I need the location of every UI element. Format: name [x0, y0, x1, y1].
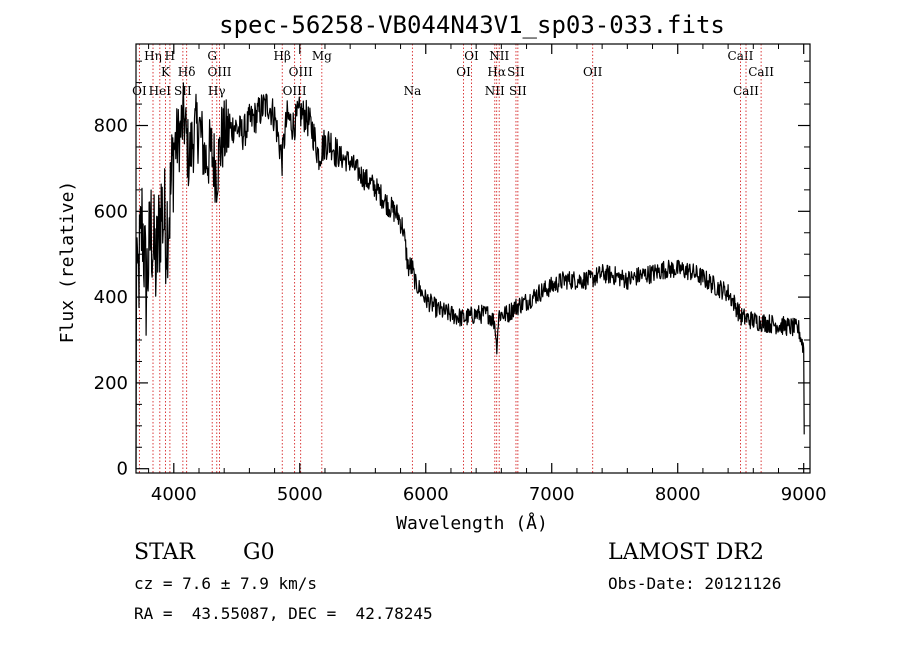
object-class: STAR	[134, 540, 195, 565]
spectrum-line	[135, 82, 805, 469]
line-marker-label: CaII	[733, 84, 759, 98]
line-marker-label: OIII	[283, 84, 307, 98]
line-marker-label: Na	[404, 84, 422, 98]
line-marker-label: SII	[509, 84, 527, 98]
y-axis-label: Flux (relative)	[57, 181, 78, 344]
line-marker-label: HeI	[149, 84, 172, 98]
obs-date-text: Obs-Date: 20121126	[608, 574, 782, 593]
redshift-text: cz = 7.6 ± 7.9 km/s	[134, 574, 318, 593]
line-marker-label: Hβ	[274, 49, 291, 63]
line-marker-label: Hδ	[178, 65, 196, 79]
line-marker-label: CaII	[748, 65, 774, 79]
line-marker-label: NII	[485, 84, 505, 98]
line-marker-label: Hγ	[208, 84, 226, 98]
line-marker-label: H	[165, 49, 175, 63]
y-tick-label: 0	[117, 459, 128, 480]
y-tick-label: 600	[94, 201, 128, 222]
x-tick-label: 8000	[655, 484, 701, 505]
line-marker-label: OIII	[207, 65, 231, 79]
line-marker-label: Hη	[144, 49, 162, 63]
x-tick-label: 6000	[403, 484, 449, 505]
x-tick-label: 5000	[277, 484, 323, 505]
object-subclass: G0	[243, 540, 275, 565]
y-tick-label: 400	[94, 287, 128, 308]
plot-frame	[135, 43, 811, 474]
line-marker-label: CaII	[728, 49, 754, 63]
line-marker-label: K	[161, 65, 171, 79]
coordinates-text: RA = 43.55087, DEC = 42.78245	[134, 604, 433, 623]
line-markers: OI Hη HeI KH SII Hδ G OIII Hγ Hβ OIII OIII Mg Na OI OI N…	[132, 44, 774, 473]
y-axis: 0 200 400 600 800	[94, 60, 810, 480]
survey-name: LAMOST DR2	[608, 540, 764, 565]
x-tick-label: 9000	[781, 484, 827, 505]
chart-title: spec-56258-VB044N43V1_sp03-033.fits	[219, 11, 725, 39]
line-marker-label: OIII	[289, 65, 313, 79]
line-marker-label: Hα	[487, 65, 506, 79]
line-marker-label: NII	[489, 49, 509, 63]
line-marker-label: SII	[507, 65, 525, 79]
x-tick-label: 7000	[529, 484, 575, 505]
x-axis-label: Wavelength (Å)	[396, 512, 548, 534]
line-marker-label: G	[207, 49, 217, 63]
x-axis: 4000 5000 6000 7000 8000 9000	[148, 44, 827, 505]
y-tick-label: 800	[94, 116, 128, 137]
line-marker-label: OI	[132, 84, 147, 98]
line-marker-label: Mg	[312, 49, 332, 63]
line-marker-label: OII	[583, 65, 603, 79]
x-tick-label: 4000	[151, 484, 197, 505]
line-marker-label: OI	[464, 49, 479, 63]
line-marker-label: OI	[456, 65, 471, 79]
y-tick-label: 200	[94, 373, 128, 394]
